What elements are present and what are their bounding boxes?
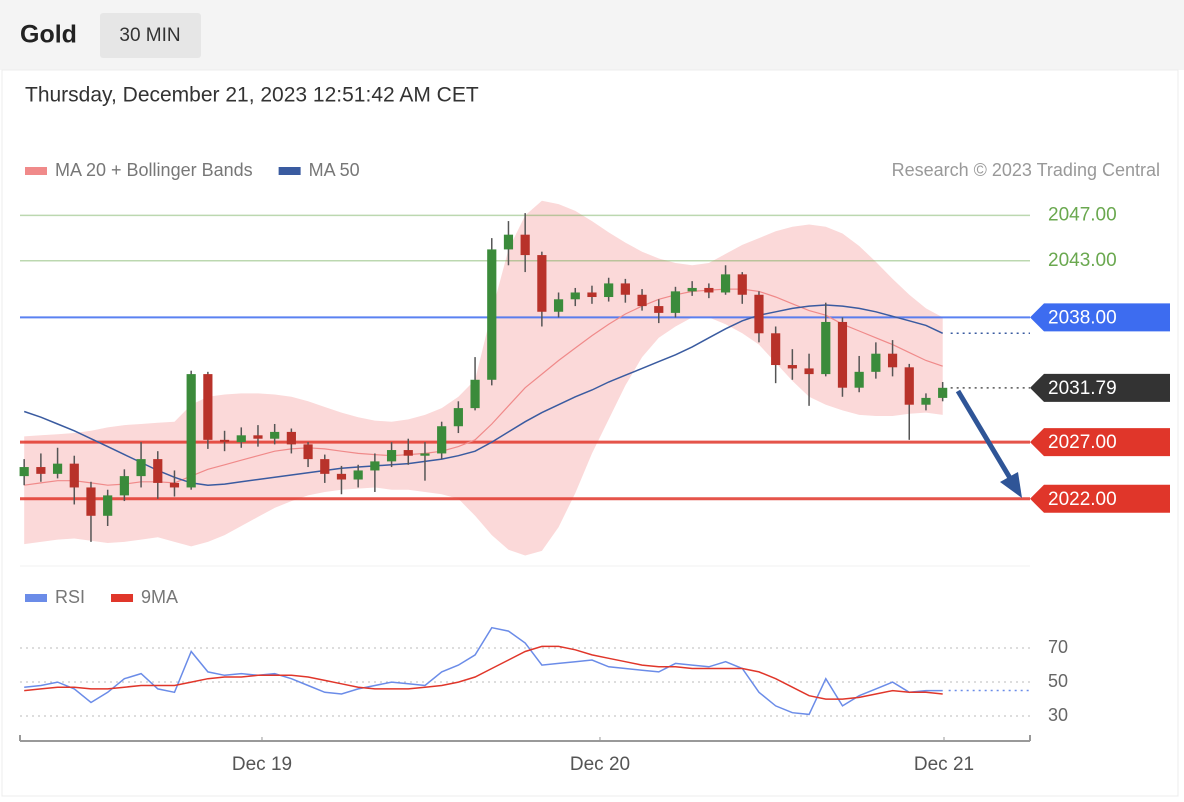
candle-body — [754, 294, 764, 334]
y-tick-label: 50 — [1048, 671, 1068, 691]
candle-body — [587, 292, 597, 298]
candle-body — [69, 463, 79, 488]
level-tag — [1030, 484, 1170, 513]
legend-swatch — [25, 594, 47, 602]
legend-label: 9MA — [141, 587, 178, 607]
x-tick-label: Dec 20 — [570, 754, 630, 775]
plot: 2047.00 2043.00 2038.00 2031.79 2027.00 2022.… — [19, 160, 1170, 775]
candle-body — [921, 397, 931, 405]
candle-body — [771, 333, 781, 366]
candle-body — [19, 467, 29, 477]
arrow-shaft — [955, 389, 1013, 480]
candle-body — [203, 374, 213, 440]
y-tick-label: 30 — [1048, 705, 1068, 725]
symbol: Gold — [20, 21, 77, 49]
candle-body — [804, 368, 814, 375]
candle-body — [119, 476, 129, 496]
candle-body — [52, 463, 63, 474]
credit: Research © 2023 Trading Central — [892, 160, 1160, 180]
candle-body — [704, 287, 714, 293]
level-tag-label: 2031.79 — [1048, 378, 1117, 399]
candle-body — [537, 255, 547, 312]
candle-body — [670, 291, 681, 313]
level-tag — [1030, 428, 1170, 457]
level-label: 2047.00 — [1048, 204, 1117, 225]
arrow-head — [1000, 472, 1022, 498]
candle-body — [370, 461, 380, 471]
candle-body — [136, 459, 146, 477]
rsi-line — [24, 645, 943, 700]
candle-body — [487, 249, 497, 380]
candle-body — [637, 294, 647, 307]
candle-body — [153, 459, 163, 483]
candle-body — [871, 353, 881, 372]
candle-body — [453, 408, 463, 427]
candle-body — [654, 306, 664, 313]
legend-swatch — [25, 167, 47, 175]
candle-body — [904, 367, 914, 405]
candle-body — [320, 459, 330, 474]
candle-body — [169, 482, 180, 488]
candle-body — [720, 274, 731, 293]
candle-body — [938, 387, 948, 398]
level-tag-label: 2022.00 — [1048, 489, 1117, 510]
level-label: 2043.00 — [1048, 250, 1117, 271]
candle-body — [270, 431, 280, 439]
candle-body — [103, 495, 113, 516]
candle-body — [737, 274, 747, 295]
level-tag — [1030, 303, 1170, 332]
x-tick-label: Dec 21 — [914, 754, 974, 775]
level-tag-label: 2027.00 — [1048, 432, 1117, 453]
y-tick-label: 70 — [1048, 637, 1068, 657]
candle-body — [336, 473, 347, 480]
candle-body — [787, 365, 797, 369]
level-tag — [1030, 373, 1170, 402]
candle-body — [303, 444, 313, 460]
candle-body — [236, 435, 246, 443]
candle-body — [420, 453, 430, 456]
ma-line — [24, 288, 943, 486]
candle-body — [36, 467, 46, 474]
candle-body — [687, 287, 697, 292]
candle-body — [837, 321, 848, 388]
candle-body — [386, 450, 397, 462]
level-tag-label: 2038.00 — [1048, 307, 1117, 328]
candle-body — [604, 283, 614, 298]
legend-label: RSI — [55, 587, 85, 607]
legend-swatch — [278, 167, 301, 175]
candle-body — [887, 353, 898, 368]
legend-label: MA 50 — [309, 160, 360, 180]
candle-body — [219, 439, 230, 443]
forecast-arrow — [955, 389, 1022, 498]
candle-body — [620, 283, 630, 295]
candle-body — [570, 292, 580, 300]
candle-body — [437, 426, 447, 454]
candle-body — [854, 371, 864, 388]
candle-body — [503, 234, 514, 250]
candle-body — [821, 321, 831, 375]
candle-body — [353, 470, 363, 480]
legend-swatch — [111, 594, 134, 602]
candle-body — [553, 299, 564, 312]
candle-body — [286, 431, 296, 445]
candle-body — [86, 487, 96, 516]
interval-tab[interactable] — [100, 13, 201, 58]
x-tick-label: Dec 19 — [232, 754, 292, 775]
candle-body — [403, 450, 413, 456]
legend-label: MA 20 + Bollinger Bands — [55, 160, 253, 180]
candle-body — [186, 374, 196, 488]
candle-body — [470, 379, 480, 409]
ma-line — [23, 304, 944, 486]
interval-label[interactable]: 30 MIN — [119, 25, 180, 46]
datetime: Thursday, December 21, 2023 12:51:42 AM … — [25, 84, 479, 107]
candle-body — [253, 435, 263, 439]
candle-body — [520, 234, 530, 256]
